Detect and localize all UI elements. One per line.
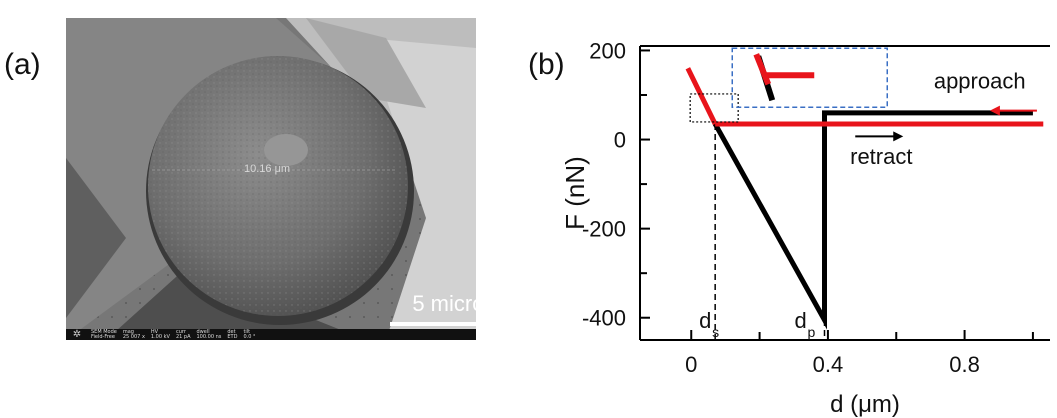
retract-curve: [712, 110, 1033, 330]
sem-info-header: HV: [150, 328, 159, 335]
inset-approach-segment: [753, 53, 772, 86]
sem-info-value-row: Field-Free 25 007 x 1.00 kV 21 pA 100.00 ns E…: [88, 333, 258, 340]
sem-info-header-row: SEM Mode mag HV curr dwell det tilt: [88, 328, 258, 335]
approach-arrowhead: [989, 105, 1000, 116]
sem-info-value: Field-Free: [91, 333, 115, 340]
inset-zoom-box: [731, 47, 888, 108]
sem-info-value: 21 pA: [175, 333, 191, 340]
sem-info-value: 0.0 °: [243, 333, 256, 340]
retract-label: retract: [850, 144, 912, 169]
sem-info-value: 1.00 kV: [150, 333, 170, 340]
sem-image: [66, 18, 476, 340]
sem-info-table: SEM Mode mag HV curr dwell det tilt Field-Free…: [88, 328, 258, 340]
y-tick-label: -200: [582, 217, 626, 242]
y-tick-label: -400: [582, 306, 626, 331]
sem-info-header: dwell: [196, 328, 210, 335]
approach-label: approach: [934, 68, 1026, 93]
sem-info-value: 100.00 ns: [196, 333, 222, 340]
panel-a-label: (a): [4, 48, 41, 81]
x-tick-label: 0: [685, 352, 697, 377]
dp-subscript: p: [808, 324, 816, 340]
x-tick-label: 0.8: [949, 352, 980, 377]
sem-measurement-label: 10.16 μm: [244, 163, 291, 175]
y-tick-label: 200: [589, 38, 626, 63]
sem-info-value: ETD: [227, 333, 238, 340]
panel-b-label: (b): [528, 48, 565, 81]
force-curve-chart: 200 0 -200 -400 0 0.4 0.8 d (μm) F (nN) approach r…: [560, 38, 1050, 418]
atom-logo-icon: ✲: [72, 329, 82, 340]
sem-info-header: tilt: [243, 328, 251, 335]
scale-bar-label: 5 microns: [412, 291, 476, 316]
retract-arrowhead: [893, 131, 904, 142]
sem-micrograph: 10.16 μm 5 microns ✲ SEM Mode mag HV curr dw…: [66, 18, 476, 340]
sem-info-header: curr: [175, 328, 186, 335]
sem-info-header: det: [227, 328, 236, 335]
ds-label: d: [699, 308, 711, 333]
x-axis-label: d (μm): [830, 391, 900, 418]
y-tick-label: 0: [614, 128, 626, 153]
sem-info-header: mag: [122, 328, 134, 335]
scale-bar: [390, 322, 476, 326]
dp-label: d: [795, 308, 807, 333]
sem-info-value: 25 007 x: [122, 333, 145, 340]
sem-info-header: SEM Mode: [91, 328, 117, 335]
ds-subscript: s: [712, 324, 719, 340]
sem-info-bar: ✲ SEM Mode mag HV curr dwell det tilt Field-Fr…: [66, 329, 476, 340]
y-axis-label: F (nN): [560, 156, 590, 230]
x-tick-label: 0.4: [813, 352, 844, 377]
